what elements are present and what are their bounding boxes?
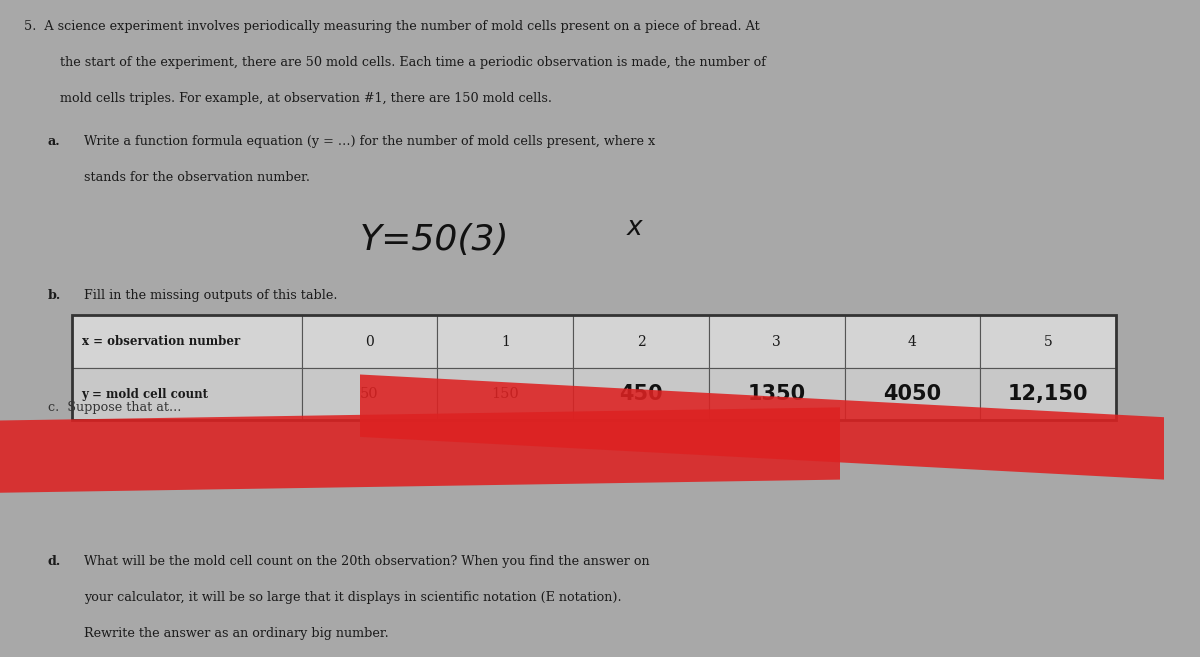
Text: 150: 150 xyxy=(491,387,520,401)
Bar xyxy=(845,315,980,368)
Bar xyxy=(301,368,437,420)
Bar xyxy=(980,368,1116,420)
Text: 4050: 4050 xyxy=(883,384,942,404)
Text: 1: 1 xyxy=(500,334,510,349)
Text: Fill in the missing outputs of this table.: Fill in the missing outputs of this tabl… xyxy=(84,289,337,302)
Bar xyxy=(437,368,574,420)
Bar xyxy=(72,315,301,368)
Polygon shape xyxy=(0,407,840,493)
Bar xyxy=(709,315,845,368)
Text: 0: 0 xyxy=(365,334,374,349)
Text: 50: 50 xyxy=(360,387,379,401)
Bar xyxy=(574,315,709,368)
Text: b.: b. xyxy=(48,289,61,302)
Text: Y=50(3): Y=50(3) xyxy=(360,223,510,258)
Text: x: x xyxy=(626,215,642,242)
Bar xyxy=(437,315,574,368)
Bar xyxy=(574,368,709,420)
Text: your calculator, it will be so large that it displays in scientific notation (E : your calculator, it will be so large tha… xyxy=(84,591,622,604)
Text: 4: 4 xyxy=(908,334,917,349)
Text: What will be the mold cell count on the 20th observation? When you find the answ: What will be the mold cell count on the … xyxy=(84,555,649,568)
Text: 450: 450 xyxy=(619,384,662,404)
Text: 1350: 1350 xyxy=(748,384,805,404)
Bar xyxy=(845,368,980,420)
Text: the start of the experiment, there are 50 mold cells. Each time a periodic obser: the start of the experiment, there are 5… xyxy=(60,56,766,69)
Text: x = observation number: x = observation number xyxy=(82,335,240,348)
Text: mold cells triples. For example, at observation #1, there are 150 mold cells.: mold cells triples. For example, at obse… xyxy=(60,92,552,105)
Text: 5.  A science experiment involves periodically measuring the number of mold cell: 5. A science experiment involves periodi… xyxy=(24,20,760,33)
Bar xyxy=(301,315,437,368)
Bar xyxy=(709,368,845,420)
Text: y = mold cell count: y = mold cell count xyxy=(82,388,209,401)
Bar xyxy=(980,315,1116,368)
Text: Rewrite the answer as an ordinary big number.: Rewrite the answer as an ordinary big nu… xyxy=(84,627,389,641)
Text: Write a function formula equation (y = …) for the number of mold cells present, : Write a function formula equation (y = …… xyxy=(84,135,655,148)
Text: 5: 5 xyxy=(1044,334,1052,349)
Text: a.: a. xyxy=(48,135,61,148)
Text: 2: 2 xyxy=(637,334,646,349)
Text: d.: d. xyxy=(48,555,61,568)
Polygon shape xyxy=(360,374,1164,480)
Text: 3: 3 xyxy=(773,334,781,349)
Text: c.  Suppose that at...: c. Suppose that at... xyxy=(48,401,181,414)
Text: stands for the observation number.: stands for the observation number. xyxy=(84,171,310,184)
Text: 12,150: 12,150 xyxy=(1008,384,1088,404)
Bar xyxy=(72,368,301,420)
Bar xyxy=(72,315,1116,420)
